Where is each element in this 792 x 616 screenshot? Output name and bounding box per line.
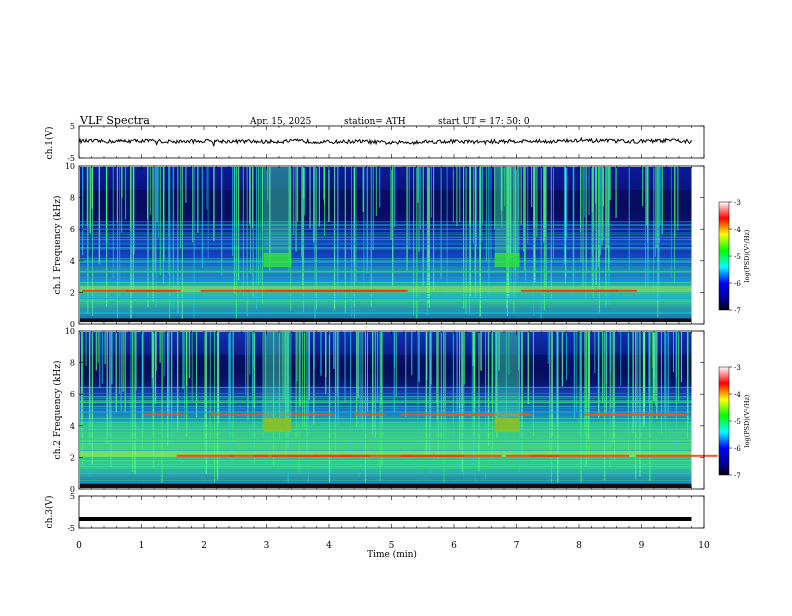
ch2-red-segment — [505, 454, 559, 457]
ch2-spec-ytick-label: 4 — [70, 422, 75, 431]
ch1-colorbar-tick-label: -5 — [734, 253, 741, 261]
ch1-spectrogram-panel: 0 2 4 6 8 10 — [65, 162, 705, 329]
ch2-red-segment-4khz — [144, 413, 185, 416]
ch2-frequency-axis-label: ch.2 Frequency (kHz) — [52, 361, 63, 460]
ch1-colorbar-tick-label: -3 — [734, 199, 741, 207]
ch2-spectrogram-panel: 0 2 4 6 8 10 — [65, 327, 718, 494]
ch2-red-segment — [176, 454, 234, 457]
ch1-colorbar-tick-label: -6 — [734, 280, 741, 288]
ch2-red-segment — [338, 454, 412, 457]
ch2-burst-core-1 — [263, 417, 292, 433]
station-label: station= ATH — [344, 117, 406, 127]
ch2-spec-ytick-label: 6 — [70, 390, 75, 399]
ch2-red-segment — [400, 454, 465, 457]
ch2-red-segment-4khz — [209, 413, 273, 416]
ch1-colorbar-tick-label: -7 — [734, 307, 741, 315]
ch1-spec-ytick-label: 6 — [70, 225, 75, 234]
ch1-spec-ytick-label: 2 — [70, 288, 75, 297]
ch1-frequency-axis-label: ch.1 Frequency (kHz) — [52, 196, 63, 295]
ch1-spec-ytick-label: 4 — [70, 257, 75, 266]
time-tick-label: 10 — [698, 541, 710, 551]
figure-title: VLF Spectra — [79, 114, 150, 127]
ch2-colorbar-tick-label: -6 — [734, 445, 741, 453]
ch2-colorbar: -3 -4 -5 -6 -7 log(PSD)(V²/Hz) — [718, 364, 751, 480]
ch2-red-segment-4khz — [354, 413, 386, 416]
ch1-burst-1 — [263, 167, 292, 258]
ch1-voltage-axis-label: ch.1(V) — [44, 127, 55, 160]
time-tick-label: 7 — [514, 541, 520, 551]
ch2-red-segment-4khz — [277, 413, 335, 416]
ch1-waveform-series-line — [78, 136, 692, 147]
ch2-colorbar-gradient — [718, 366, 730, 476]
ch1-red-segment — [200, 289, 251, 292]
ch3-voltage-axis-label: ch.3(V) — [44, 496, 55, 529]
ch1-band-2khz — [80, 286, 692, 293]
ch1-colorbar-gradient — [718, 201, 730, 311]
ch1-lowfreq-strip — [80, 318, 692, 323]
ch2-band-2khz — [80, 451, 692, 458]
ch1-spec-ytick-label: 8 — [70, 194, 75, 203]
time-tick-label: 3 — [264, 541, 270, 551]
time-tick-label: 2 — [201, 541, 207, 551]
ch2-burst-core-2 — [494, 417, 520, 433]
ch1-colorbar-label: log(PSD)(V²/Hz) — [743, 229, 751, 282]
ch3-wave-frame — [78, 495, 705, 529]
ch2-red-segment — [230, 454, 269, 457]
ch1-red-segment — [241, 289, 339, 292]
time-tick-label: 0 — [76, 541, 82, 551]
ch2-spec-ytick-label: 10 — [65, 327, 75, 336]
ch1-spec-ytick-label: 0 — [70, 320, 75, 329]
ch2-red-segment — [635, 454, 718, 457]
ch1-burst-core-1 — [263, 252, 292, 268]
ch2-burst-1 — [263, 332, 292, 423]
start-time-label: start UT = 17: 50: 0 — [438, 117, 530, 127]
ch2-burst-2 — [494, 332, 520, 423]
ch1-wave-ytick-label: -5 — [67, 154, 75, 163]
ch1-red-segment — [335, 289, 408, 292]
ch2-red-segment — [577, 454, 630, 457]
time-axis-label: Time (min) — [367, 549, 417, 560]
time-tick-label: 9 — [639, 541, 645, 551]
ch1-colorbar: -3 -4 -5 -6 -7 log(PSD)(V²/Hz) — [718, 199, 751, 315]
ch2-red-segment — [271, 454, 352, 457]
ch1-colorbar-tick-label: -4 — [734, 226, 741, 234]
ch2-colorbar-tick-label: -5 — [734, 418, 741, 426]
ch1-wave-ytick-label: 5 — [70, 122, 75, 131]
ch2-spec-ytick-label: 8 — [70, 359, 75, 368]
ch3-wave-ytick-label: -5 — [67, 524, 75, 533]
ch2-red-segment-4khz — [588, 413, 684, 416]
ch1-red-segment — [586, 289, 618, 292]
ch1-burst-core-2 — [494, 252, 520, 268]
ch3-wave-ytick-label: 5 — [70, 492, 75, 501]
ch3-waveform-panel: 5 -5 — [67, 492, 705, 533]
ch1-band-3khz — [80, 265, 692, 274]
time-tick-label: 8 — [576, 541, 582, 551]
ch1-red-segment — [82, 289, 181, 292]
ch1-lowfreq-white-line — [80, 322, 692, 325]
ch2-spec-ytick-label: 0 — [70, 485, 75, 494]
time-tick-label: 5 — [389, 541, 395, 551]
time-tick-label: 4 — [326, 541, 332, 551]
date-label: Apr. 15, 2025 — [249, 117, 312, 127]
ch2-green-region — [80, 425, 692, 448]
ch2-colorbar-tick-label: -4 — [734, 391, 741, 399]
ch2-colorbar-label: log(PSD)(V²/Hz) — [743, 394, 751, 447]
time-tick-label: 6 — [451, 541, 457, 551]
ch1-spec-ytick-label: 10 — [65, 162, 75, 171]
ch1-burst-2 — [494, 167, 520, 258]
ch2-red-segment-4khz — [481, 413, 530, 416]
ch2-colorbar-tick-label: -3 — [734, 364, 741, 372]
time-axis: 0 1 2 3 4 5 6 7 8 9 10 — [76, 541, 710, 551]
ch1-red-segment — [541, 289, 587, 292]
ch2-lowfreq-strip — [80, 483, 692, 488]
ch1-waveform-panel: 5 -5 — [67, 122, 705, 163]
time-tick-label: 1 — [139, 541, 145, 551]
ch2-colorbar-tick-label: -7 — [734, 472, 741, 480]
ch2-spec-ytick-label: 2 — [70, 453, 75, 462]
